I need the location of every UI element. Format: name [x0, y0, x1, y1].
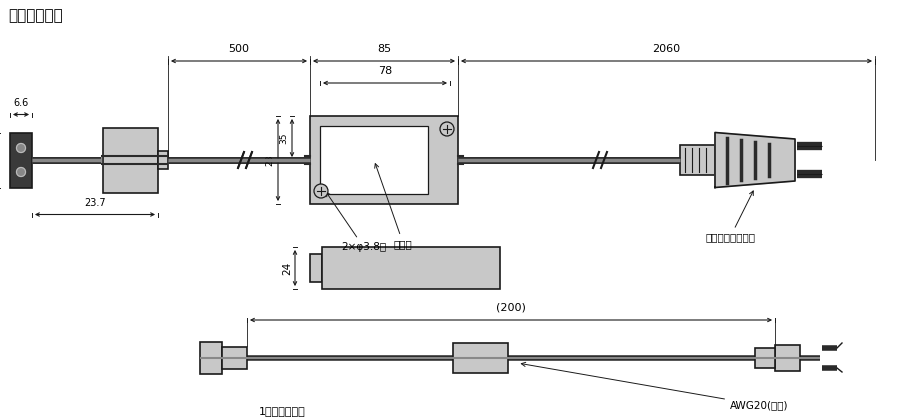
- Text: 78: 78: [378, 66, 392, 76]
- Circle shape: [440, 122, 454, 136]
- Bar: [320, 126, 428, 194]
- Bar: [310, 254, 322, 282]
- Text: AWG20(白黒): AWG20(白黒): [521, 362, 788, 410]
- Text: 直流電源装置: 直流電源装置: [8, 8, 63, 23]
- Text: 28: 28: [266, 154, 274, 165]
- Text: 2060: 2060: [652, 44, 681, 54]
- Bar: [10, 132, 32, 187]
- Text: ラベル: ラベル: [375, 164, 413, 249]
- Text: 2×φ3.8穴: 2×φ3.8穴: [327, 192, 386, 252]
- Bar: [158, 151, 168, 169]
- Text: 85: 85: [377, 44, 391, 54]
- Bar: [322, 247, 500, 289]
- Bar: [775, 345, 800, 371]
- Text: (200): (200): [496, 303, 526, 313]
- Bar: [200, 342, 222, 374]
- Bar: [222, 347, 247, 369]
- Text: 6.6: 6.6: [13, 97, 29, 108]
- Text: トラッキング防止: トラッキング防止: [705, 191, 755, 242]
- Bar: [680, 145, 715, 175]
- Bar: [755, 348, 775, 368]
- Circle shape: [16, 168, 25, 176]
- Circle shape: [314, 184, 328, 198]
- Text: 500: 500: [229, 44, 249, 54]
- Bar: [103, 128, 158, 192]
- Text: 35: 35: [280, 132, 289, 144]
- Bar: [452, 343, 508, 373]
- Text: 24: 24: [282, 261, 292, 275]
- Bar: [310, 116, 458, 204]
- Circle shape: [16, 144, 25, 152]
- Text: 23.7: 23.7: [84, 197, 106, 207]
- Text: 1灯用接続部品: 1灯用接続部品: [258, 406, 305, 416]
- Polygon shape: [715, 132, 795, 187]
